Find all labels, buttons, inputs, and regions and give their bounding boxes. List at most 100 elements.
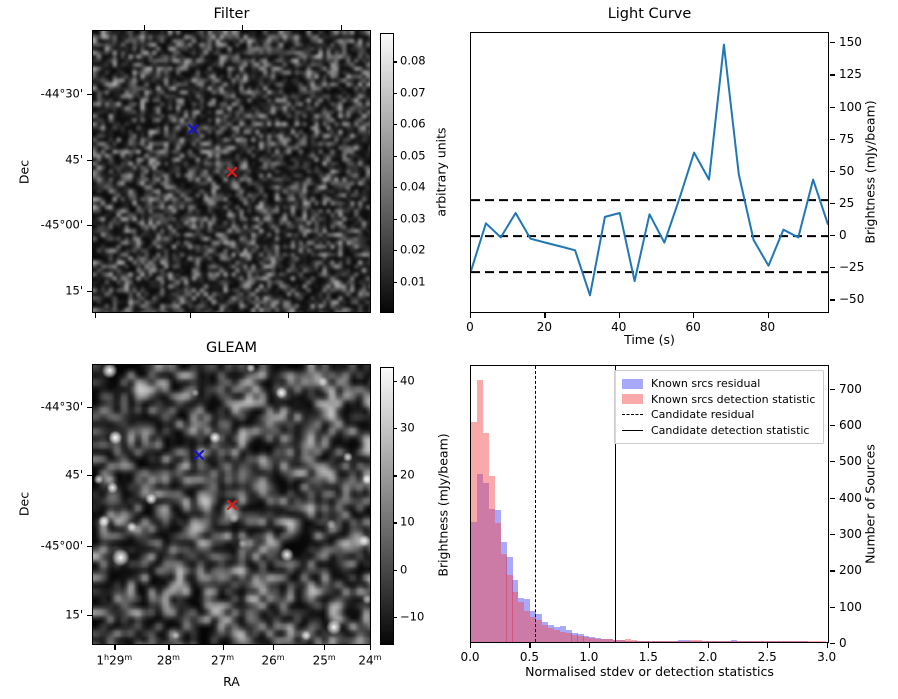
gleam-image: [92, 364, 371, 645]
gleam-colorbar: [380, 367, 394, 645]
filter-colorbar-tick-mark: [393, 187, 397, 189]
hist-bar-detstat: [736, 641, 744, 642]
candidate-detection-line: [615, 366, 617, 642]
hist-bar-residual: [660, 641, 667, 642]
hist-bar-residual: [589, 636, 596, 642]
hist-bar-residual: [713, 641, 720, 642]
hist-bar-detstat: [583, 637, 590, 642]
histogram-ytick-label: 700: [839, 381, 862, 396]
light-curve-xtick-mark: [767, 313, 769, 318]
hist-bar-residual: [636, 640, 643, 642]
hist-bar-detstat: [565, 633, 572, 642]
hist-bar-residual: [707, 641, 714, 642]
filter-xtick-mark-bottom: [189, 313, 192, 318]
candidate-position-blue-x: [187, 124, 199, 135]
light-curve-ytick-mark: [830, 203, 835, 205]
hist-bar-residual: [506, 556, 513, 642]
gleam-colorbar-tick-mark: [393, 569, 397, 571]
gleam-colorbar-tick-label: 0: [400, 561, 408, 576]
light-curve-line: [471, 43, 828, 297]
histogram-xtick-mark: [529, 643, 531, 648]
hist-bar-residual: [512, 579, 519, 642]
histogram-plot-area: Known srcs residual Known srcs detection …: [470, 365, 829, 643]
legend-label: Known srcs residual: [651, 377, 761, 391]
hist-bar-residual: [772, 641, 779, 642]
hist-bar-detstat: [742, 640, 749, 642]
hist-bar-residual: [677, 639, 684, 642]
gleam-ytick-mark: [87, 406, 92, 409]
hist-bar-detstat: [524, 611, 531, 642]
hist-bar-detstat: [553, 630, 560, 642]
hist-bar-detstat: [595, 638, 602, 642]
filter-colorbar-tick-label: 0.05: [400, 147, 426, 162]
filter-ytick-mark: [87, 159, 92, 162]
hist-bar-detstat: [801, 641, 809, 642]
hist-bar-detstat: [666, 641, 673, 642]
hist-bar-detstat: [689, 639, 696, 642]
hist-bar-detstat: [807, 640, 814, 642]
hist-bar-residual: [565, 630, 572, 642]
legend-entry: Candidate detection statistic: [622, 423, 816, 439]
filter-colorbar: [380, 33, 394, 313]
hist-bar-detstat: [630, 639, 637, 642]
hist-bar-residual: [494, 510, 501, 642]
gleam-colorbar-tick-mark: [393, 522, 397, 524]
hist-bar-residual: [577, 634, 584, 642]
histogram-ytick-label: 100: [839, 599, 862, 614]
hist-bar-residual: [671, 641, 679, 642]
histogram-ytick-label: 200: [839, 563, 862, 578]
histogram-xtick-mark: [470, 643, 472, 648]
gleam-colorbar-tick-label: 10: [400, 514, 415, 529]
hist-bar-detstat: [494, 522, 501, 642]
hist-bar-residual: [553, 626, 560, 642]
light-curve-plot-area: [470, 32, 829, 313]
histogram-ylabel: Number of Sources: [862, 444, 878, 564]
detection-position-red-x: [226, 166, 237, 177]
filter-panel-title: Filter: [213, 6, 250, 22]
hist-bar-detstat: [760, 641, 767, 642]
hist-bar-detstat: [642, 640, 649, 642]
gleam-ratick-label: 28m: [156, 653, 180, 668]
legend-label: Known srcs detection statistic: [651, 392, 816, 406]
hist-bar-residual: [488, 508, 495, 642]
hist-bar-detstat: [471, 421, 478, 642]
histogram-xtick-label: 1.5: [638, 650, 658, 664]
hist-bar-detstat: [660, 641, 667, 642]
light-curve-ytick-mark: [830, 299, 835, 301]
filter-colorbar-tick-mark: [393, 250, 397, 252]
light-curve-ytick-label: 100: [839, 99, 862, 114]
light-curve-svg: [471, 43, 828, 297]
hist-bar-residual: [624, 640, 631, 642]
hist-bar-residual: [530, 611, 537, 642]
pink-patch-icon: [622, 394, 643, 405]
hist-bar-residual: [606, 639, 614, 642]
hist-bar-detstat: [671, 641, 679, 642]
gleam-colorbar-tick-mark: [393, 616, 397, 618]
hist-bar-residual: [559, 625, 566, 642]
light-curve-xtick-label: 0: [466, 320, 474, 334]
hist-bar-residual: [648, 640, 655, 642]
hist-bar-detstat: [719, 640, 726, 642]
filter-colorbar-tick-mark: [393, 124, 397, 126]
hist-bar-detstat: [754, 640, 761, 642]
filter-ytick-label: -44°30': [40, 86, 83, 101]
filter-colorbar-tick-label: 0.08: [400, 53, 426, 68]
filter-colorbar-tick-label: 0.03: [400, 210, 426, 225]
hist-bar-detstat: [488, 475, 495, 642]
hist-bar-residual: [476, 473, 484, 642]
gleam-ratick-mark: [369, 645, 372, 650]
filter-colorbar-tick-label: 0.02: [400, 242, 426, 257]
filter-xtick-mark-top: [143, 25, 146, 30]
filter-colorbar-tick-mark: [393, 218, 397, 220]
gleam-ratick-mark: [273, 645, 275, 650]
filter-colorbar-tick-mark: [393, 281, 397, 283]
filter-xtick-mark-bottom: [288, 313, 290, 318]
gleam-colorbar-tick-label: −10: [400, 608, 425, 623]
filter-ytick-label: -45°00': [40, 217, 83, 232]
hist-bar-detstat: [790, 641, 797, 642]
hist-bar-residual: [471, 522, 478, 642]
blue-patch-icon: [622, 378, 643, 389]
histogram-ytick-label: 600: [839, 417, 862, 432]
hist-bar-residual: [547, 625, 554, 642]
